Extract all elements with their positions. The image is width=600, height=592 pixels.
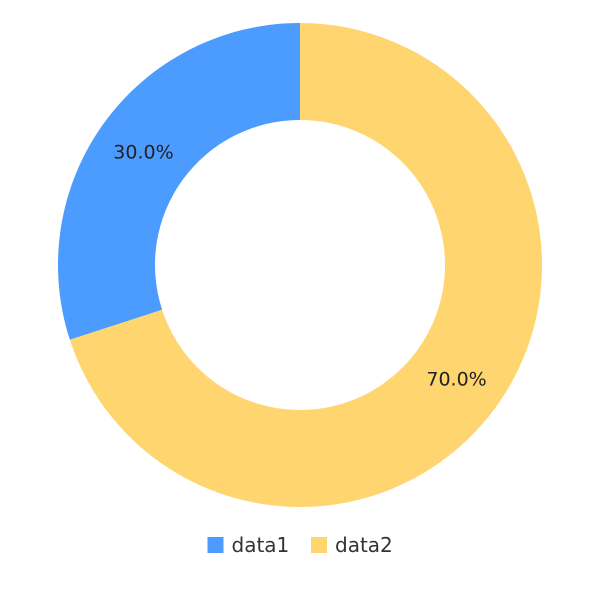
legend: data1 data2 (207, 533, 393, 557)
slice-data2 (69, 23, 542, 507)
legend-swatch-data2 (311, 537, 327, 553)
legend-label-data1: data1 (232, 533, 290, 557)
legend-label-data2: data2 (335, 533, 393, 557)
slice-labels-group: 30.0% 70.0% (113, 141, 486, 390)
legend-item-data1[interactable]: data1 (207, 533, 290, 557)
slice-label-data2: 70.0% (426, 369, 486, 391)
legend-item-data2[interactable]: data2 (311, 533, 393, 557)
slice-label-data1: 30.0% (113, 141, 173, 163)
legend-swatch-data1 (207, 537, 224, 553)
slice-data1 (57, 23, 301, 340)
slices-group (57, 23, 542, 507)
